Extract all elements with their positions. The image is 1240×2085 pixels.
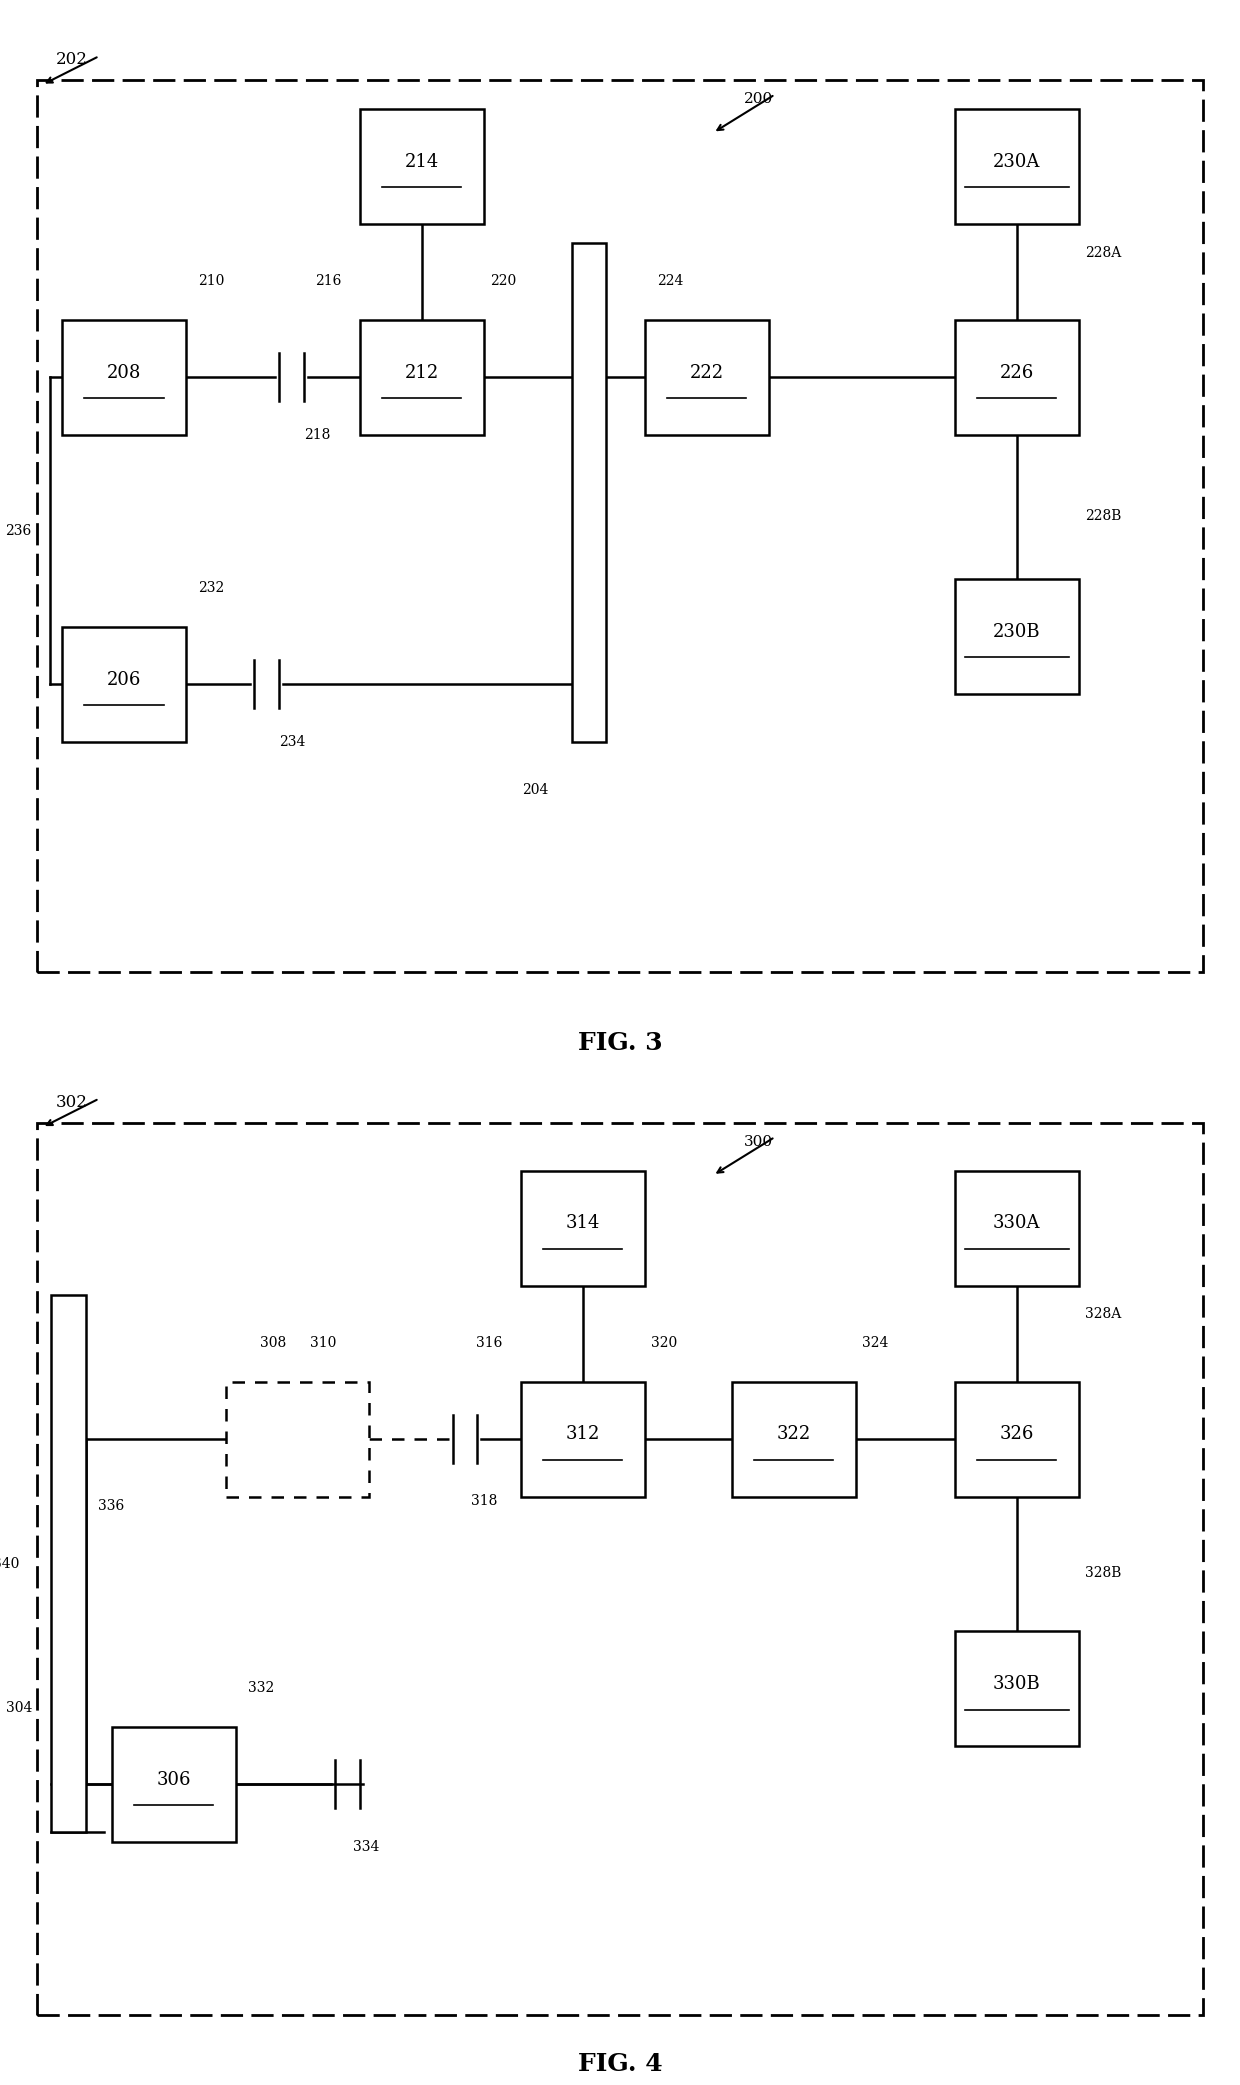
Text: 214: 214 [404,152,439,171]
Text: 320: 320 [651,1336,677,1351]
Text: 224: 224 [657,275,683,288]
Text: 306: 306 [156,1770,191,1789]
Text: 308: 308 [260,1336,286,1351]
Text: 210: 210 [198,275,224,288]
Text: 336: 336 [98,1499,124,1514]
Text: 232: 232 [198,582,224,596]
Text: 312: 312 [565,1426,600,1443]
Text: 324: 324 [862,1336,888,1351]
Text: 220: 220 [490,275,516,288]
Text: 222: 222 [689,363,724,382]
Text: 322: 322 [776,1426,811,1443]
Text: 330A: 330A [993,1213,1040,1232]
Text: 228A: 228A [1085,246,1121,261]
Bar [51,1295,86,1833]
Text: 330B: 330B [993,1674,1040,1693]
Text: 318: 318 [471,1495,497,1507]
Text: 230A: 230A [993,152,1040,171]
Bar [572,244,606,742]
Text: 302: 302 [56,1095,88,1111]
Text: 234: 234 [279,734,305,749]
Text: 236: 236 [5,523,31,538]
Bar [112,1726,236,1841]
Text: 310: 310 [310,1336,336,1351]
Bar [955,1170,1079,1286]
Text: FIG. 4: FIG. 4 [578,2052,662,2077]
Text: 218: 218 [304,427,330,442]
Bar [360,319,484,436]
Text: 208: 208 [107,363,141,382]
Bar [62,628,186,742]
Text: 326: 326 [999,1426,1034,1443]
Bar [521,1382,645,1497]
Text: 206: 206 [107,671,141,688]
Text: 304: 304 [6,1701,32,1714]
Bar [62,319,186,436]
Bar [955,108,1079,223]
Bar [226,1382,370,1497]
Text: 230B: 230B [993,623,1040,640]
Bar [521,1170,645,1286]
Text: 202: 202 [56,52,88,69]
Text: 212: 212 [404,363,439,382]
Bar [955,580,1079,694]
Bar [955,319,1079,436]
Text: 228B: 228B [1085,509,1121,523]
Bar [732,1382,856,1497]
Text: 314: 314 [565,1213,600,1232]
Text: 204: 204 [522,782,548,796]
Text: FIG. 3: FIG. 3 [578,1030,662,1055]
Text: 332: 332 [248,1681,274,1695]
Text: 316: 316 [476,1336,502,1351]
Text: 340: 340 [0,1557,20,1570]
Bar [955,1382,1079,1497]
Text: 216: 216 [315,275,341,288]
Text: 226: 226 [999,363,1034,382]
Bar [360,108,484,223]
Text: 328A: 328A [1085,1307,1121,1322]
Text: 200: 200 [744,92,774,106]
Text: 328B: 328B [1085,1566,1121,1580]
Text: 334: 334 [353,1839,379,1854]
Bar [645,319,769,436]
Text: 300: 300 [744,1134,773,1149]
Bar [955,1630,1079,1745]
